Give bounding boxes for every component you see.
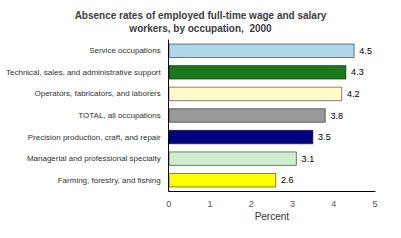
svg-text:3: 3 [290, 199, 295, 209]
svg-text:Precision production, craft, a: Precision production, craft, and repair [28, 133, 161, 142]
svg-text:4.3: 4.3 [351, 67, 364, 77]
svg-text:0: 0 [166, 199, 171, 209]
svg-text:2.6: 2.6 [281, 175, 294, 185]
svg-text:Percent: Percent [255, 211, 290, 222]
svg-text:4.5: 4.5 [359, 46, 372, 56]
svg-text:Technical, sales, and administ: Technical, sales, and administrative sup… [6, 68, 162, 77]
svg-text:4.2: 4.2 [347, 89, 360, 99]
svg-text:4: 4 [331, 199, 336, 209]
svg-text:Managerial and professional sp: Managerial and professional specialty [27, 154, 161, 163]
svg-text:Absence rates of employed full: Absence rates of employed full-time wage… [75, 10, 327, 21]
svg-text:TOTAL, all occupations: TOTAL, all occupations [78, 111, 160, 120]
svg-text:3.8: 3.8 [330, 111, 343, 121]
svg-text:Operators, fabricators, and la: Operators, fabricators, and laborers [34, 89, 160, 98]
svg-text:Farming, forestry, and fishing: Farming, forestry, and fishing [58, 176, 161, 185]
svg-text:3.5: 3.5 [318, 132, 331, 142]
svg-text:Service occupations: Service occupations [89, 46, 161, 55]
svg-text:2: 2 [249, 199, 254, 209]
svg-text:5: 5 [372, 199, 377, 209]
svg-text:1: 1 [207, 199, 212, 209]
svg-text:workers, by occupation, 2000: workers, by occupation, 2000 [128, 23, 272, 34]
svg-text:3.1: 3.1 [302, 154, 315, 164]
